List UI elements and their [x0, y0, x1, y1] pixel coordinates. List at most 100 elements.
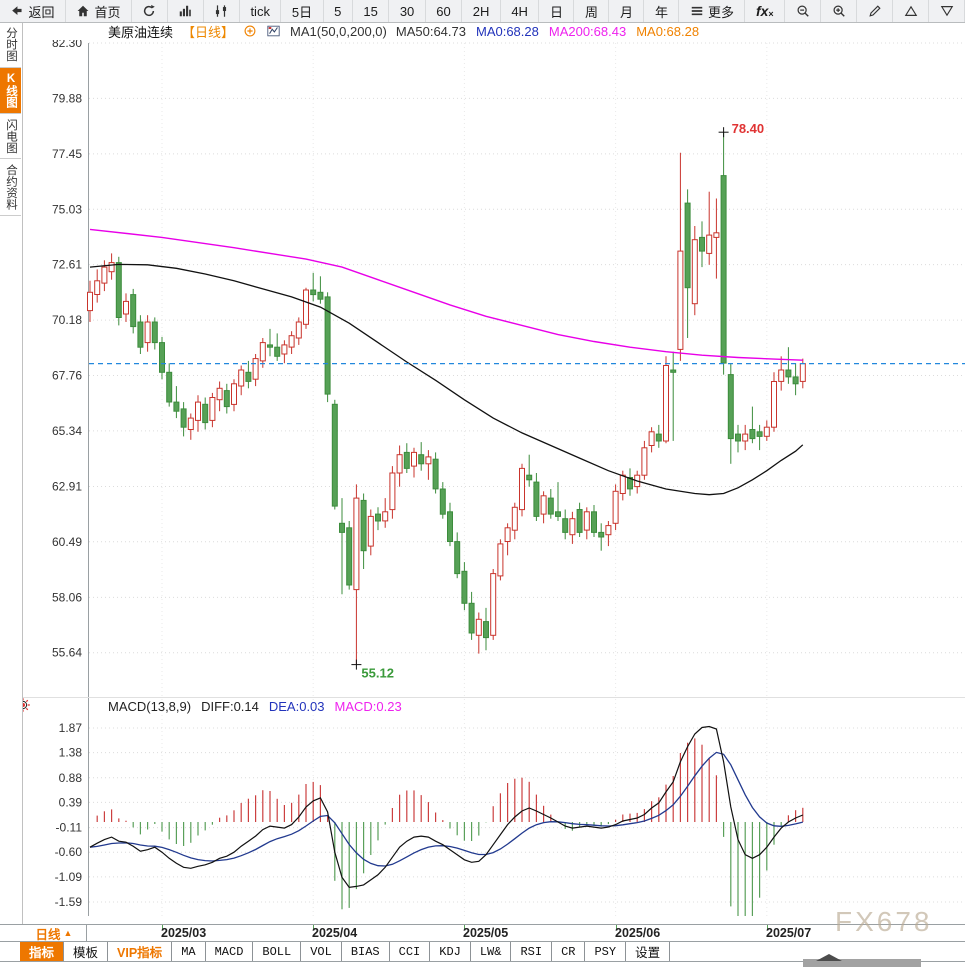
toolbar-button-period-30m[interactable]: 30 [389, 0, 426, 22]
svg-text:70.18: 70.18 [52, 313, 82, 327]
bar-chart-icon [178, 4, 192, 18]
toolbar-button-label: 首页 [94, 4, 121, 20]
sidebar-tab-contract-info[interactable]: 合约资料 [0, 159, 21, 216]
toolbar-button-label: 日 [549, 4, 563, 20]
svg-text:1.87: 1.87 [59, 721, 83, 735]
svg-text:72.61: 72.61 [52, 258, 82, 272]
indicator-tab-MACD[interactable]: MACD [206, 942, 254, 961]
toolbar-button-more[interactable]: 更多 [679, 0, 746, 22]
indicator-tab-CR[interactable]: CR [552, 942, 586, 961]
indicator-tab-KDJ[interactable]: KDJ [430, 942, 471, 961]
month-tick [616, 925, 617, 930]
macd-value: DIFF:0.14 [201, 698, 259, 714]
month-label: 2025/07 [766, 926, 812, 940]
toolbar-button-period-5m[interactable]: 5 [324, 0, 353, 22]
period-selector[interactable]: 日线 ▲ [22, 925, 87, 942]
ma-values: MA50:64.73 MA0:68.28 MA200:68.43 MA0:68.28 [396, 24, 699, 39]
month-tick [313, 925, 314, 930]
toolbar-button-period-60m[interactable]: 60 [426, 0, 463, 22]
triangle-down-icon [940, 4, 954, 18]
sidebar-tab-lightning-chart[interactable]: 闪电图 [0, 114, 21, 159]
toolbar-button-back[interactable]: 返回 [0, 0, 66, 22]
refresh-icon [142, 4, 156, 18]
indicator-tab-MA[interactable]: MA [172, 942, 206, 961]
toolbar-button-label: 30 [399, 3, 415, 19]
taskbar-show-hidden-icon[interactable] [816, 954, 842, 961]
toolbar-button-label: 60 [436, 3, 451, 19]
ma-indicator-icon[interactable] [266, 24, 281, 38]
svg-text:55.64: 55.64 [52, 646, 82, 660]
macd-formula: MACD(13,8,9) [108, 698, 192, 714]
month-tick [767, 925, 768, 930]
toolbar-button-label: 4H [511, 3, 528, 19]
pencil-icon [868, 4, 882, 18]
svg-text:82.30: 82.30 [52, 40, 82, 50]
fx-icon: fx × [755, 3, 774, 19]
macd-header: MACD(13,8,9) DIFF:0.14 DEA:0.03 MACD:0.23 [108, 698, 402, 714]
toolbar-button-period-day[interactable]: 日 [539, 0, 575, 22]
toolbar-button-draw[interactable] [857, 0, 894, 22]
month-tick [464, 925, 465, 930]
toolbar-button-period-week[interactable]: 周 [574, 0, 610, 22]
toolbar-button-period-year[interactable]: 年 [644, 0, 680, 22]
ma-value: MA0:68.28 [475, 23, 539, 39]
svg-text:78.40: 78.40 [732, 121, 765, 136]
indicator-tab-VIP指标[interactable]: VIP指标 [108, 942, 173, 961]
sidebar-tab-kline-chart[interactable]: K线图 [0, 67, 21, 114]
indicator-tab-RSI[interactable]: RSI [511, 942, 553, 961]
indicator-tab-指标[interactable]: 指标 [20, 942, 65, 961]
svg-text:60.49: 60.49 [52, 535, 82, 549]
svg-text:75.03: 75.03 [52, 202, 82, 216]
macd-value: MACD:0.23 [334, 698, 402, 714]
toolbar-button-home[interactable]: 首页 [66, 0, 132, 22]
month-label: 2025/04 [312, 926, 358, 940]
toolbar-button-label: 年 [654, 4, 668, 20]
kline-sliders-icon [214, 4, 228, 18]
toolbar-button-label: 返回 [28, 4, 55, 20]
toolbar-button-chart-type-bar[interactable] [168, 0, 204, 22]
period-selector-label: 日线 [35, 927, 61, 942]
indicator-tab-BOLL[interactable]: BOLL [253, 942, 302, 961]
indicator-tab-LW&[interactable]: LW& [471, 942, 512, 961]
price-chart-header: 美原油连续 【日线】 MA1(50,0,200,0) MA50:64.73 MA0… [108, 23, 699, 40]
toolbar-button-period-15m[interactable]: 15 [353, 0, 390, 22]
svg-text:67.76: 67.76 [52, 369, 82, 383]
indicator-tab-BIAS[interactable]: BIAS [342, 942, 390, 961]
svg-text:62.91: 62.91 [52, 479, 82, 493]
add-overlay-icon[interactable] [243, 24, 257, 38]
indicator-tab-CCI[interactable]: CCI [390, 942, 431, 961]
toolbar-button-fx[interactable]: fx × [745, 0, 786, 22]
toolbar-button-period-month[interactable]: 月 [609, 0, 645, 22]
toolbar-button-period-2h[interactable]: 2H [462, 0, 501, 22]
toolbar-button-label: 2H [472, 3, 490, 19]
svg-text:79.88: 79.88 [52, 91, 82, 105]
toolbar-button-label: 5日 [291, 4, 313, 20]
svg-text:-0.60: -0.60 [55, 845, 83, 859]
toolbar-button-overlay-down[interactable] [929, 0, 965, 22]
indicator-tab-VOL[interactable]: VOL [301, 942, 342, 961]
indicator-tab-bar: 指标 模板 VIP指标 MA MACD BOLL VOL BIAS CCI KDJ LW& RSI CR… [0, 942, 965, 962]
chart-canvas[interactable]: 82.30 79.88 77.45 75.03 72.61 70.18 67.76 65.34… [22, 40, 965, 924]
month-label: 2025/06 [615, 926, 661, 940]
svg-text:58.06: 58.06 [52, 590, 82, 604]
toolbar-button-chart-settings[interactable] [204, 0, 240, 22]
toolbar-button-overlay-up[interactable] [893, 0, 930, 22]
svg-text:-1.59: -1.59 [55, 895, 83, 909]
back-arrow-icon [10, 4, 24, 18]
toolbar-button-period-tick[interactable]: tick [240, 0, 282, 22]
toolbar-button-zoom-in[interactable] [821, 0, 858, 22]
toolbar-button-label: 周 [584, 4, 598, 20]
indicator-tab-PSY[interactable]: PSY [585, 942, 627, 961]
svg-text:55.12: 55.12 [361, 666, 394, 681]
ma-formula: MA1(50,0,200,0) [290, 23, 387, 39]
toolbar-button-zoom-out[interactable] [785, 0, 822, 22]
toolbar-button-label: 15 [363, 3, 378, 19]
symbol-name: 美原油连续 [108, 24, 174, 40]
indicator-tab-模板[interactable]: 模板 [64, 942, 109, 961]
toolbar-button-refresh[interactable] [132, 0, 168, 22]
sidebar-tab-time-chart[interactable]: 分时图 [0, 22, 21, 68]
indicator-tab-设置[interactable]: 设置 [626, 942, 671, 961]
toolbar-button-period-5d[interactable]: 5日 [281, 0, 324, 22]
toolbar-button-period-4h[interactable]: 4H [501, 0, 540, 22]
